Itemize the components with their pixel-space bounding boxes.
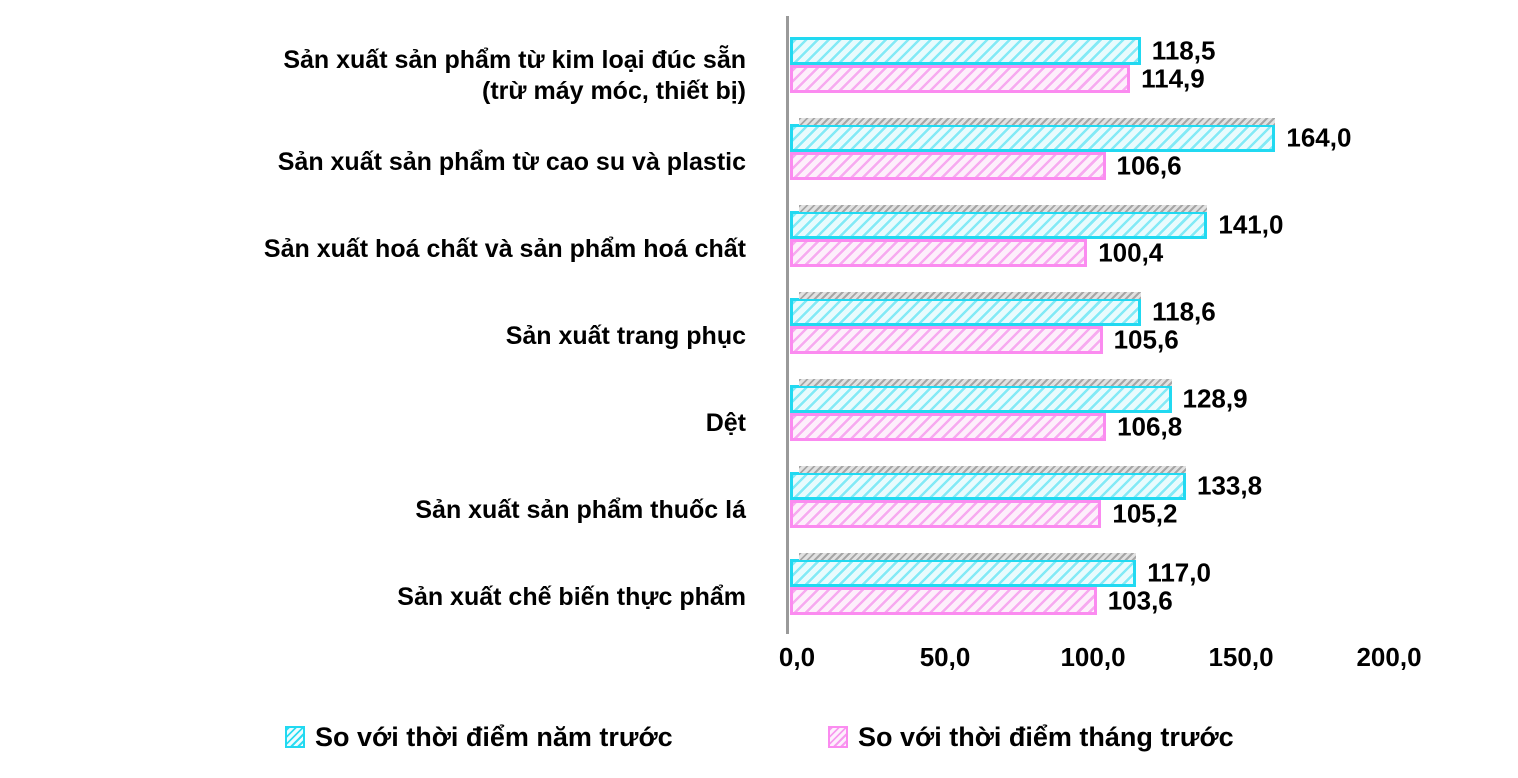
bar-vs-year-prev: 164,0 xyxy=(790,118,1351,153)
bar-vs-month-prev: 100,4 xyxy=(790,238,1163,268)
value-label: 133,8 xyxy=(1197,470,1263,501)
y-axis-line xyxy=(786,16,789,634)
bar-vs-year-prev: 133,8 xyxy=(790,466,1262,501)
value-label: 118,5 xyxy=(1151,35,1216,66)
category-label: Sản xuất sản phẩm thuốc lá xyxy=(415,496,746,525)
x-axis-tick-label: 100,0 xyxy=(1060,642,1126,672)
value-label: 105,6 xyxy=(1113,324,1179,355)
category-row: Sản xuất chế biến thực phẩm 117,0 103,6 xyxy=(0,553,1518,641)
bar-vs-year-prev: 141,0 xyxy=(790,205,1283,240)
value-label: 103,6 xyxy=(1107,585,1173,616)
value-label: 114,9 xyxy=(1141,63,1205,94)
category-label: Sản xuất trang phục xyxy=(505,322,746,351)
x-axis-tick-label: 0,0 xyxy=(778,642,816,672)
x-axis-tick-label: 50,0 xyxy=(919,642,971,672)
bar-vs-month-prev: 105,2 xyxy=(790,499,1177,529)
value-label: 118,6 xyxy=(1152,296,1216,327)
category-row: Sản xuất sản phẩm thuốc lá 133,8 105,2 xyxy=(0,466,1518,554)
bar-vs-month-prev: 106,6 xyxy=(790,151,1182,181)
value-label: 141,0 xyxy=(1218,209,1284,240)
legend-label-year-prev: So với thời điểm năm trước xyxy=(315,721,673,752)
bar-group: 133,8 105,2 xyxy=(790,466,1518,554)
category-label: Sản xuất chế biến thực phẩm xyxy=(397,583,746,612)
bar-vs-year-prev: 117,0 xyxy=(790,553,1211,588)
value-label: 106,8 xyxy=(1117,411,1183,442)
bar-vs-month-prev: 114,9 xyxy=(790,64,1205,94)
value-label: 106,6 xyxy=(1116,150,1182,181)
legend-swatch-month-prev-icon xyxy=(828,726,848,748)
legend-swatch-year-prev-icon xyxy=(285,726,305,748)
bar-vs-year-prev: 128,9 xyxy=(790,379,1248,414)
bar-vs-year-prev: 118,5 xyxy=(790,36,1215,66)
value-label: 100,4 xyxy=(1098,237,1164,268)
value-label: 117,0 xyxy=(1147,557,1211,588)
bar-vs-month-prev: 103,6 xyxy=(790,586,1173,616)
category-row: Sản xuất hoá chất và sản phẩm hoá chất 14… xyxy=(0,205,1518,293)
legend-item-month-prev: So với thời điểm tháng trước xyxy=(828,716,1234,758)
legend-label-month-prev: So với thời điểm tháng trước xyxy=(858,721,1234,752)
value-label: 164,0 xyxy=(1286,122,1352,153)
x-axis-tick-label: 150,0 xyxy=(1208,642,1274,672)
category-row: Sản xuất trang phục 118,6 105,6 xyxy=(0,292,1518,380)
value-label: 105,2 xyxy=(1112,498,1178,529)
legend-item-year-prev: So với thời điểm năm trước xyxy=(285,716,673,758)
x-axis-tick-label: 200,0 xyxy=(1356,642,1422,672)
category-label: Sản xuất sản phẩm từ kim loại đúc sẵn (t… xyxy=(283,46,746,105)
bar-group: 117,0 103,6 xyxy=(790,553,1518,641)
bar-group: 141,0 100,4 xyxy=(790,205,1518,293)
bar-vs-year-prev: 118,6 xyxy=(790,292,1216,327)
category-row: Sản xuất sản phẩm từ cao su và plastic 16… xyxy=(0,118,1518,206)
bar-group: 164,0 106,6 xyxy=(790,118,1518,206)
category-label: Dệt xyxy=(705,409,746,438)
category-row: Sản xuất sản phẩm từ kim loại đúc sẵn (t… xyxy=(0,32,1518,119)
bar-vs-month-prev: 105,6 xyxy=(790,325,1179,355)
category-row: Dệt 128,9 106,8 xyxy=(0,379,1518,467)
bar-group: 128,9 106,8 xyxy=(790,379,1518,467)
category-label: Sản xuất hoá chất và sản phẩm hoá chất xyxy=(263,235,746,264)
bar-group: 118,6 105,6 xyxy=(790,292,1518,380)
bar-rows: Sản xuất sản phẩm từ kim loại đúc sẵn (t… xyxy=(0,32,1518,641)
value-label: 128,9 xyxy=(1182,383,1248,414)
bar-group: 118,5 114,9 xyxy=(790,32,1518,119)
category-label: Sản xuất sản phẩm từ cao su và plastic xyxy=(277,148,746,177)
bar-vs-month-prev: 106,8 xyxy=(790,412,1182,442)
